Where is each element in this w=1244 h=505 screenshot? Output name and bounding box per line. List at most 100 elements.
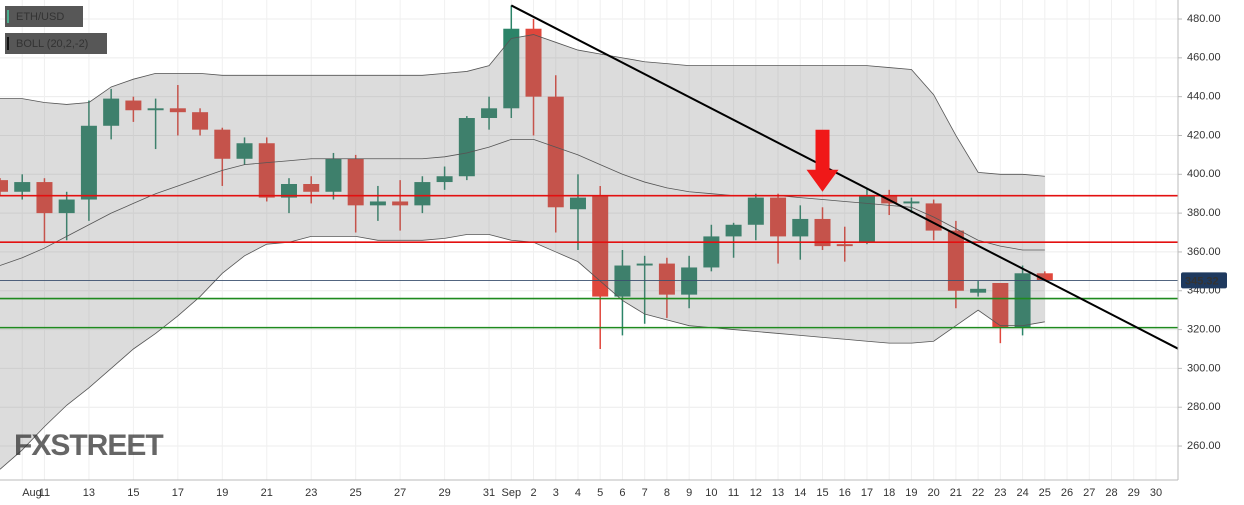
candle-body	[414, 182, 431, 206]
x-tick-label: 16	[839, 487, 851, 499]
candle-body	[369, 201, 386, 206]
bollinger-band	[0, 34, 1045, 470]
x-tick-label: 12	[750, 487, 762, 499]
x-tick-label: 15	[127, 487, 139, 499]
trendline	[510, 4, 1178, 350]
candle-body	[681, 267, 698, 295]
y-tick-label: 380.00	[1187, 207, 1221, 219]
plot-area	[0, 0, 1178, 480]
candle-body	[547, 96, 564, 208]
x-tick-label: 2	[530, 487, 536, 499]
plot-background	[0, 0, 1178, 480]
legend-label: ETH/USD	[16, 11, 64, 23]
bollinger-upper	[0, 34, 1045, 177]
x-tick-label: 20	[928, 487, 940, 499]
x-tick-label: 11	[728, 487, 739, 499]
x-tick-label: 18	[883, 487, 895, 499]
legend-box	[5, 6, 83, 27]
x-tick-label: 11	[39, 487, 50, 499]
x-tick-label: 27	[394, 487, 406, 499]
candle-body	[58, 199, 75, 214]
candle-body	[303, 184, 320, 192]
candle-body	[80, 125, 97, 200]
x-tick-label: Sep	[502, 487, 522, 499]
candle-body	[458, 118, 475, 177]
legend-marker	[7, 10, 9, 23]
candle-body	[192, 112, 209, 130]
y-tick-label: 440.00	[1187, 91, 1221, 103]
x-tick-label: 29	[1128, 487, 1140, 499]
x-tick-label: 25	[350, 487, 362, 499]
x-tick-label: 28	[1105, 487, 1117, 499]
bollinger-middle	[0, 138, 1045, 266]
candle-body	[0, 180, 8, 192]
candle-body	[858, 195, 875, 243]
x-tick-label: 30	[1150, 487, 1162, 499]
y-tick-label: 480.00	[1187, 13, 1221, 25]
candle-body	[236, 143, 253, 159]
candle-body	[747, 197, 764, 225]
y-tick-label: 260.00	[1187, 440, 1221, 452]
bollinger-lower	[0, 234, 1045, 470]
candle-body	[481, 108, 498, 119]
candle-body	[1014, 273, 1031, 328]
legend-label: BOLL (20,2,-2)	[16, 38, 88, 50]
x-tick-label: 24	[1016, 487, 1028, 499]
y-tick-label: 320.00	[1187, 323, 1221, 335]
candle-body	[703, 236, 720, 268]
candle-body	[792, 218, 809, 237]
x-tick-label: 21	[261, 487, 273, 499]
candle-body	[125, 100, 142, 111]
y-tick-label: 280.00	[1187, 401, 1221, 413]
x-tick-label: 29	[438, 487, 450, 499]
candle-body	[103, 98, 120, 126]
x-tick-label: 23	[994, 487, 1006, 499]
candle-body	[347, 158, 364, 206]
y-tick-label: 360.00	[1187, 246, 1221, 258]
y-tick-label: 300.00	[1187, 362, 1221, 374]
x-tick-label: 27	[1083, 487, 1095, 499]
x-tick-label: 10	[705, 487, 717, 499]
legend-box	[5, 33, 107, 54]
candle-body	[992, 282, 1009, 328]
x-tick-label: 7	[642, 487, 648, 499]
x-tick-label: 23	[305, 487, 317, 499]
x-tick-label: 3	[553, 487, 559, 499]
candle-body	[903, 201, 920, 204]
candle-body	[569, 197, 586, 210]
x-tick-label: 21	[950, 487, 962, 499]
candle-body	[836, 244, 853, 247]
candle-body	[36, 182, 53, 214]
x-tick-label: 19	[905, 487, 917, 499]
candle-body	[592, 195, 609, 297]
candle-body	[147, 108, 164, 111]
x-tick-label: 25	[1039, 487, 1051, 499]
x-tick-label: 9	[686, 487, 692, 499]
candle-body	[258, 143, 275, 198]
x-tick-label: 13	[772, 487, 784, 499]
candle-body	[947, 230, 964, 291]
candle-body	[436, 176, 453, 183]
y-tick-label: 420.00	[1187, 129, 1221, 141]
x-tick-label: Aug	[22, 487, 42, 499]
price-label-box	[1181, 272, 1227, 289]
candle-body	[503, 28, 520, 109]
overlay: 260.00280.00300.00320.00340.00360.00380.…	[0, 0, 1227, 499]
candle-body	[214, 129, 231, 159]
x-tick-label: 31	[483, 487, 495, 499]
candle-body	[525, 28, 542, 97]
x-tick-label: 19	[216, 487, 228, 499]
x-tick-label: 8	[664, 487, 670, 499]
arrow	[806, 129, 839, 192]
x-tick-label: 5	[597, 487, 603, 499]
y-tick-label: 460.00	[1187, 52, 1221, 64]
candle-body	[1036, 273, 1053, 281]
candle-body	[14, 182, 31, 192]
candle-body	[970, 288, 987, 293]
candle-body	[636, 263, 653, 266]
candle-body	[169, 108, 186, 113]
x-tick-label: 13	[83, 487, 95, 499]
legend-marker	[7, 37, 9, 50]
